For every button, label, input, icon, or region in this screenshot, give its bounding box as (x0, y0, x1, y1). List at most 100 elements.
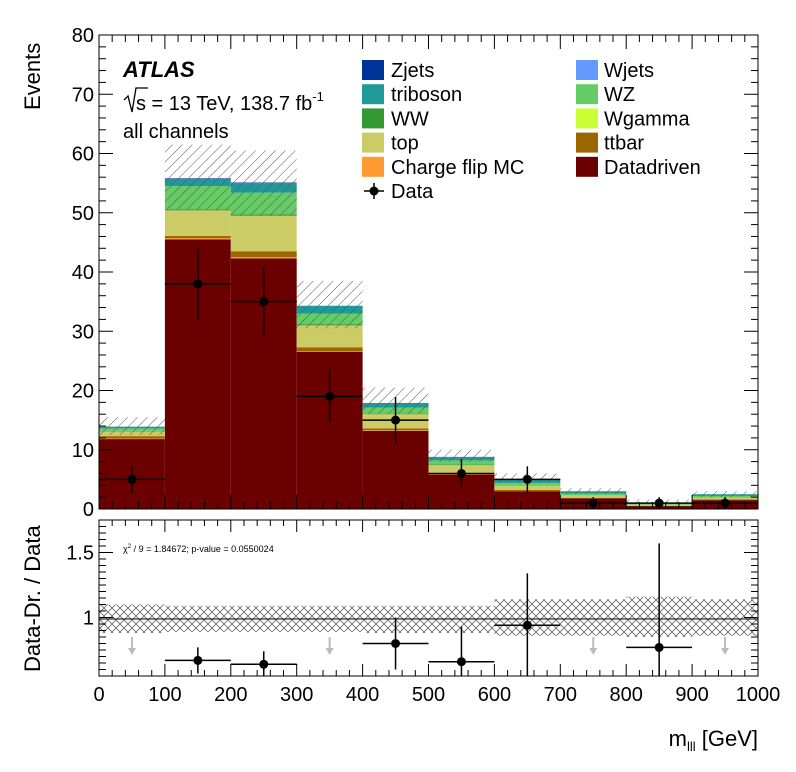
main-panel: 0 10 20 30 40 50 60 70 80 (72, 25, 759, 521)
ratio-out-of-range-arrows (127, 637, 730, 655)
ratio-points (164, 543, 693, 676)
data-point-10 (720, 498, 730, 508)
ratio-panel: 11.5 0 100 200 300 400 500 600 700 800 900 1000 (66, 519, 780, 706)
ratio-y-title: Data-Dr. / Data (20, 525, 45, 672)
uncertainty-bin-6 (428, 449, 495, 462)
main-ytick-label-40: 40 (72, 262, 94, 284)
ratio-xtick-label-800: 800 (610, 684, 643, 706)
uncertainty-bin-8 (560, 488, 627, 495)
ratio-ytick-label-1.5: 1.5 (66, 543, 94, 565)
ratio-xtick-label-500: 500 (412, 684, 445, 706)
ratio-point-1 (193, 655, 203, 665)
main-x-ticks (98, 35, 759, 509)
data-point-5 (391, 415, 401, 425)
main-ytick-label-30: 30 (72, 321, 94, 343)
ratio-x-ticks: 0 100 200 300 400 500 600 700 800 900 1000 (93, 520, 780, 706)
uncertainty-bin-10 (692, 491, 758, 498)
atlas-label: ATLAS (122, 57, 195, 82)
data-point-3 (259, 297, 269, 307)
ratio-xtick-label-300: 300 (280, 684, 313, 706)
main-ytick-label-10: 10 (72, 440, 94, 462)
ratio-point-4 (456, 657, 466, 667)
bar-top-bin-4 (296, 325, 363, 348)
ratio-point-6 (654, 642, 664, 652)
data-points (99, 247, 758, 509)
legend-swatch-datadriven (576, 156, 598, 177)
uncertainty-bin-4 (296, 280, 363, 329)
ratio-xtick-label-400: 400 (346, 684, 379, 706)
legend-swatch-ttbar (576, 132, 598, 153)
ratio-ytick-label-1: 1 (83, 608, 94, 630)
main-ytick-label-80: 80 (72, 25, 94, 47)
ratio-xtick-label-200: 200 (214, 684, 247, 706)
lumi-exponent: -1 (312, 89, 324, 104)
bar-top-bin-2 (164, 210, 231, 236)
bar-datadriven-bin-7 (494, 491, 561, 509)
data-point-8 (588, 498, 598, 508)
main-ytick-label-70: 70 (72, 84, 94, 106)
chi2-symbol: χ (123, 544, 128, 554)
ratio-point-2 (259, 659, 269, 669)
uncertainty-bin-2 (164, 144, 231, 210)
ratio-xtick-label-900: 900 (675, 684, 708, 706)
ratio-arrow-head-4 (721, 648, 730, 655)
main-y-title: Events (20, 43, 45, 110)
sqrt-s-text: s (136, 93, 146, 115)
bar-wz-bin-8 (560, 493, 627, 496)
legend-swatch-ww (362, 108, 384, 129)
data-point-7 (522, 474, 532, 484)
legend-label-wz: WZ (604, 84, 635, 106)
main-ytick-label-50: 50 (72, 203, 94, 225)
legend-label-triboson: triboson (391, 84, 462, 106)
bar-charge-flip-mc-bin-4 (296, 351, 363, 352)
ratio-xtick-label-100: 100 (148, 684, 181, 706)
bar-charge-flip-mc-bin-3 (230, 257, 297, 259)
sqrt-sign (123, 87, 148, 113)
ratio-band-bin-8 (560, 599, 627, 636)
ratio-point-5 (522, 620, 532, 630)
ratio-xtick-label-700: 700 (544, 684, 577, 706)
legend-swatch-wjets (576, 60, 598, 80)
chi2-value: / 9 = 1.84672; p-value = 0.0550024 (131, 544, 274, 554)
bar-ttbar-bin-4 (296, 347, 363, 352)
main-ytick-label-20: 20 (72, 381, 94, 403)
data-point-9 (654, 498, 664, 508)
ratio-arrow-head-2 (325, 648, 334, 655)
legend-marker-data (369, 186, 379, 196)
data-point-1 (127, 474, 137, 484)
legend-label-data: Data (391, 181, 434, 203)
legend-label-wgamma: Wgamma (604, 108, 690, 130)
x-axis-var: m (669, 726, 687, 751)
channels-label: all channels (123, 121, 229, 143)
data-point-2 (193, 279, 203, 289)
uncertainty-bin-3 (230, 150, 297, 216)
bar-datadriven-bin-5 (362, 430, 429, 509)
legend-label-ww: WW (391, 108, 429, 130)
main-ytick-label-0: 0 (83, 499, 94, 521)
bar-top-bin-3 (230, 215, 297, 252)
legend-label-top: top (391, 133, 419, 155)
bar-charge-flip-mc-bin-1 (99, 438, 165, 440)
data-point-4 (325, 391, 335, 401)
ratio-xtick-label-1000: 1000 (736, 684, 781, 706)
legend-label-charge-flip-mc: Charge flip MC (391, 157, 524, 179)
ratio-xtick-label-600: 600 (478, 684, 511, 706)
bar-ttbar-bin-2 (164, 235, 231, 239)
legend-label-datadriven: Datadriven (604, 157, 701, 179)
uncertainty-bin-1 (99, 417, 165, 435)
chi2-stats: χ2 / 9 = 1.84672; p-value = 0.0550024 (123, 544, 274, 554)
x-axis-sub: lll (687, 739, 696, 754)
legend-swatch-zjets (362, 60, 384, 80)
legend-label-ttbar: ttbar (604, 133, 644, 155)
ratio-arrow-head-1 (127, 648, 136, 655)
bar-ttbar-bin-3 (230, 251, 297, 258)
energy-text: = 13 TeV, 138.7 fb (146, 93, 312, 115)
x-axis-title: mlll [GeV] (669, 726, 758, 754)
x-axis-unit: [GeV] (696, 726, 758, 751)
main-ytick-label-60: 60 (72, 144, 94, 166)
data-point-6 (456, 468, 466, 478)
bar-top-bin-8 (560, 495, 627, 498)
legend-label-wjets: Wjets (604, 60, 654, 82)
